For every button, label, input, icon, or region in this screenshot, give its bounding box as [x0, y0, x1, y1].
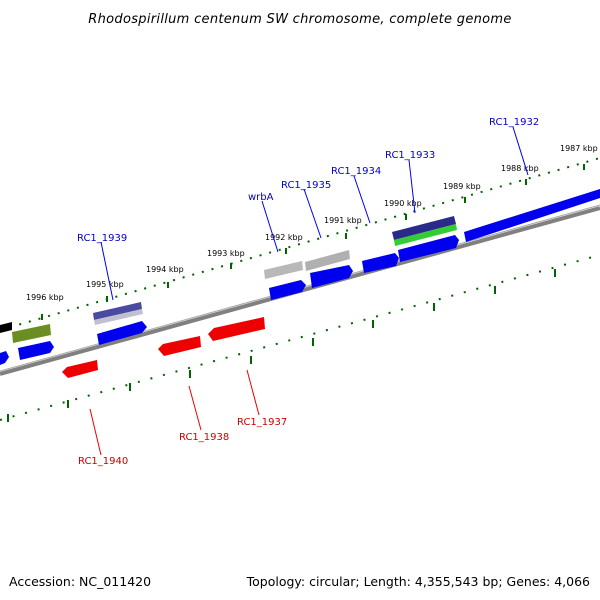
gene-rc1-1934[interactable] — [362, 253, 399, 273]
scale-label-1996: 1996 kbp — [26, 293, 64, 302]
label-rc1-1938[interactable]: RC1_1938 — [179, 432, 229, 443]
gene-rc1-1932[interactable] — [464, 189, 600, 242]
upper-tick-track — [0, 157, 600, 331]
forward-genes — [0, 189, 600, 365]
scale-label-1990: 1990 kbp — [384, 199, 422, 208]
gene-forward-left[interactable] — [18, 341, 54, 360]
feature-gray-wrbA — [264, 261, 303, 279]
scale-label-1988: 1988 kbp — [501, 164, 539, 173]
label-rc1-1940[interactable]: RC1_1940 — [78, 456, 128, 467]
gene-rc1-1938[interactable] — [158, 336, 201, 356]
feature-light-1939 — [94, 309, 143, 325]
topology-text: Topology: circular; Length: 4,355,543 bp… — [246, 574, 590, 589]
reverse-gene-labels: RC1_1937 RC1_1938 RC1_1940 — [78, 417, 287, 467]
gene-rc1-1933-arrow[interactable] — [398, 235, 459, 262]
upper-major-ticks — [41, 164, 585, 320]
forward-leader-lines — [100, 126, 529, 301]
feature-navy-1939 — [93, 302, 142, 320]
feature-gray-1935 — [305, 250, 350, 271]
scale-label-1992: 1992 kbp — [265, 233, 303, 242]
gene-rc1-1939[interactable] — [97, 321, 147, 345]
label-rc1-1935[interactable]: RC1_1935 — [281, 180, 331, 191]
gene-forward-edge[interactable] — [0, 351, 9, 365]
label-rc1-1933[interactable]: RC1_1933 — [385, 150, 435, 161]
lower-major-ticks — [7, 269, 556, 422]
feature-bars — [0, 216, 457, 343]
feature-green-1933 — [394, 224, 457, 246]
feature-edge-mark — [0, 322, 12, 333]
label-rc1-1937[interactable]: RC1_1937 — [237, 417, 287, 428]
scale-label-1993: 1993 kbp — [207, 249, 245, 258]
scale-label-1989: 1989 kbp — [443, 182, 481, 191]
gene-rc1-1937[interactable] — [208, 317, 265, 341]
scale-label-1994: 1994 kbp — [146, 265, 184, 274]
label-rc1-1939[interactable]: RC1_1939 — [77, 233, 127, 244]
map-title: Rhodospirillum centenum SW chromosome, c… — [88, 12, 511, 27]
label-rc1-1934[interactable]: RC1_1934 — [331, 166, 381, 177]
scale-label-1991: 1991 kbp — [324, 216, 362, 225]
accession-text: Accession: NC_011420 — [9, 574, 151, 589]
reverse-genes — [62, 317, 265, 378]
gene-rc1-1940[interactable] — [62, 360, 98, 378]
gene-wrbA[interactable] — [269, 280, 306, 300]
reverse-leader-lines — [89, 369, 260, 456]
label-wrbA[interactable]: wrbA — [248, 192, 274, 203]
label-rc1-1932[interactable]: RC1_1932 — [489, 117, 539, 128]
feature-olive-left — [12, 324, 51, 343]
gene-rc1-1935[interactable] — [310, 265, 353, 288]
scale-label-1987: 1987 kbp — [560, 144, 598, 153]
forward-gene-labels: RC1_1932 RC1_1933 RC1_1934 RC1_1935 wrbA… — [77, 117, 539, 244]
feature-navy-1933 — [392, 216, 456, 240]
scale-label-1995: 1995 kbp — [86, 280, 124, 289]
scale-labels: 1987 kbp 1988 kbp 1989 kbp 1990 kbp 1991… — [26, 144, 598, 302]
